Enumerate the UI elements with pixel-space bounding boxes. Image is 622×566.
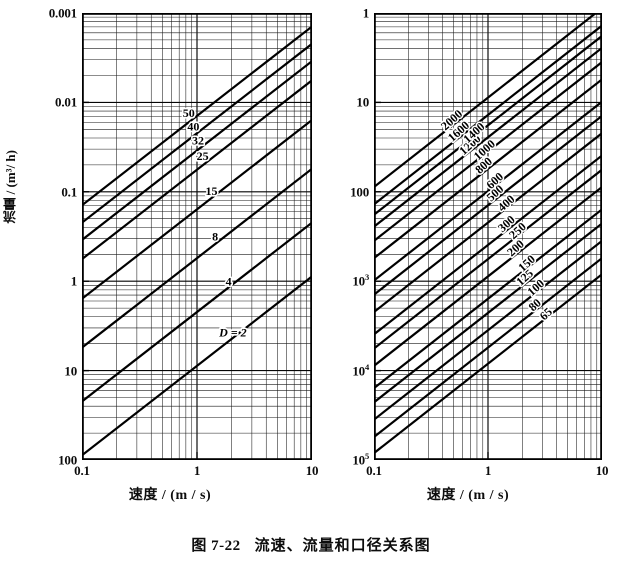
diameter-label-150: 150 <box>515 252 538 274</box>
left-x-axis-title: 速度 / (m / s) <box>128 488 212 503</box>
diameter-label-D2: D = 2 <box>218 325 247 339</box>
left-ytick-3: 0.1 <box>61 184 77 200</box>
right-plot-area: 65 65 80 80 100 100 125 125 150 150 200 200 250 250 30… <box>350 7 608 478</box>
diameter-label-32: 32 <box>192 133 204 147</box>
left-ytick-0: 100 <box>58 452 77 468</box>
right-xtick-2: 10 <box>595 463 609 478</box>
left-ytick-4: 0.01 <box>55 94 77 110</box>
right-ytick-2: 103 <box>352 272 369 289</box>
right-xtick-0: 0.1 <box>366 463 382 478</box>
diameter-label-50: 50 <box>183 106 195 120</box>
left-ytick-5: 0.001 <box>48 5 77 21</box>
diameter-label-15: 15 <box>206 184 218 198</box>
right-ytick-3: 100 <box>350 184 369 200</box>
left-xtick-1: 1 <box>193 463 201 478</box>
diameter-label-4: 4 <box>226 274 232 288</box>
diameter-label-25: 25 <box>197 149 209 163</box>
diameter-label-40: 40 <box>187 120 199 134</box>
right-ytick-1: 104 <box>352 361 369 379</box>
left-ytick-1: 10 <box>64 363 77 379</box>
figure-caption: 图 7-22 流速、流量和口径关系图 <box>0 534 622 555</box>
right-xtick-1: 1 <box>484 463 492 478</box>
diameter-label-D2: D = 2 <box>218 325 247 339</box>
left-ytick-2: 1 <box>70 273 78 289</box>
right-plot-svg: 6565808010010012512515015020020025025030… <box>374 13 602 460</box>
diameter-label-4: 4 <box>226 274 232 288</box>
right-ytick-5: 1 <box>362 5 370 21</box>
left-xtick-0: 0.1 <box>74 463 90 478</box>
right-x-axis-title: 速度 / (m / s) <box>426 488 510 503</box>
diameter-label-15: 15 <box>206 184 218 198</box>
right-ytick-0: 105 <box>352 451 369 468</box>
caption-number: 图 7-22 <box>191 538 241 554</box>
diameter-label-50: 50 <box>183 106 195 120</box>
chart-large-diameter: 流量 / (m³/ h) 656580801001001251251501502… <box>322 0 622 515</box>
right-ytick-4: 10 <box>356 94 369 110</box>
diameter-label-25: 25 <box>197 149 209 163</box>
diameter-label-40: 40 <box>187 120 199 134</box>
caption-title: 流速、流量和口径关系图 <box>254 538 431 554</box>
diameter-label-8: 8 <box>212 229 218 243</box>
diameter-label-32: 32 <box>192 133 204 147</box>
left-y-axis-title: 流量 / (m³/ h) <box>3 150 18 224</box>
diameter-label-8: 8 <box>212 229 218 243</box>
left-xtick-2: 10 <box>305 463 319 478</box>
